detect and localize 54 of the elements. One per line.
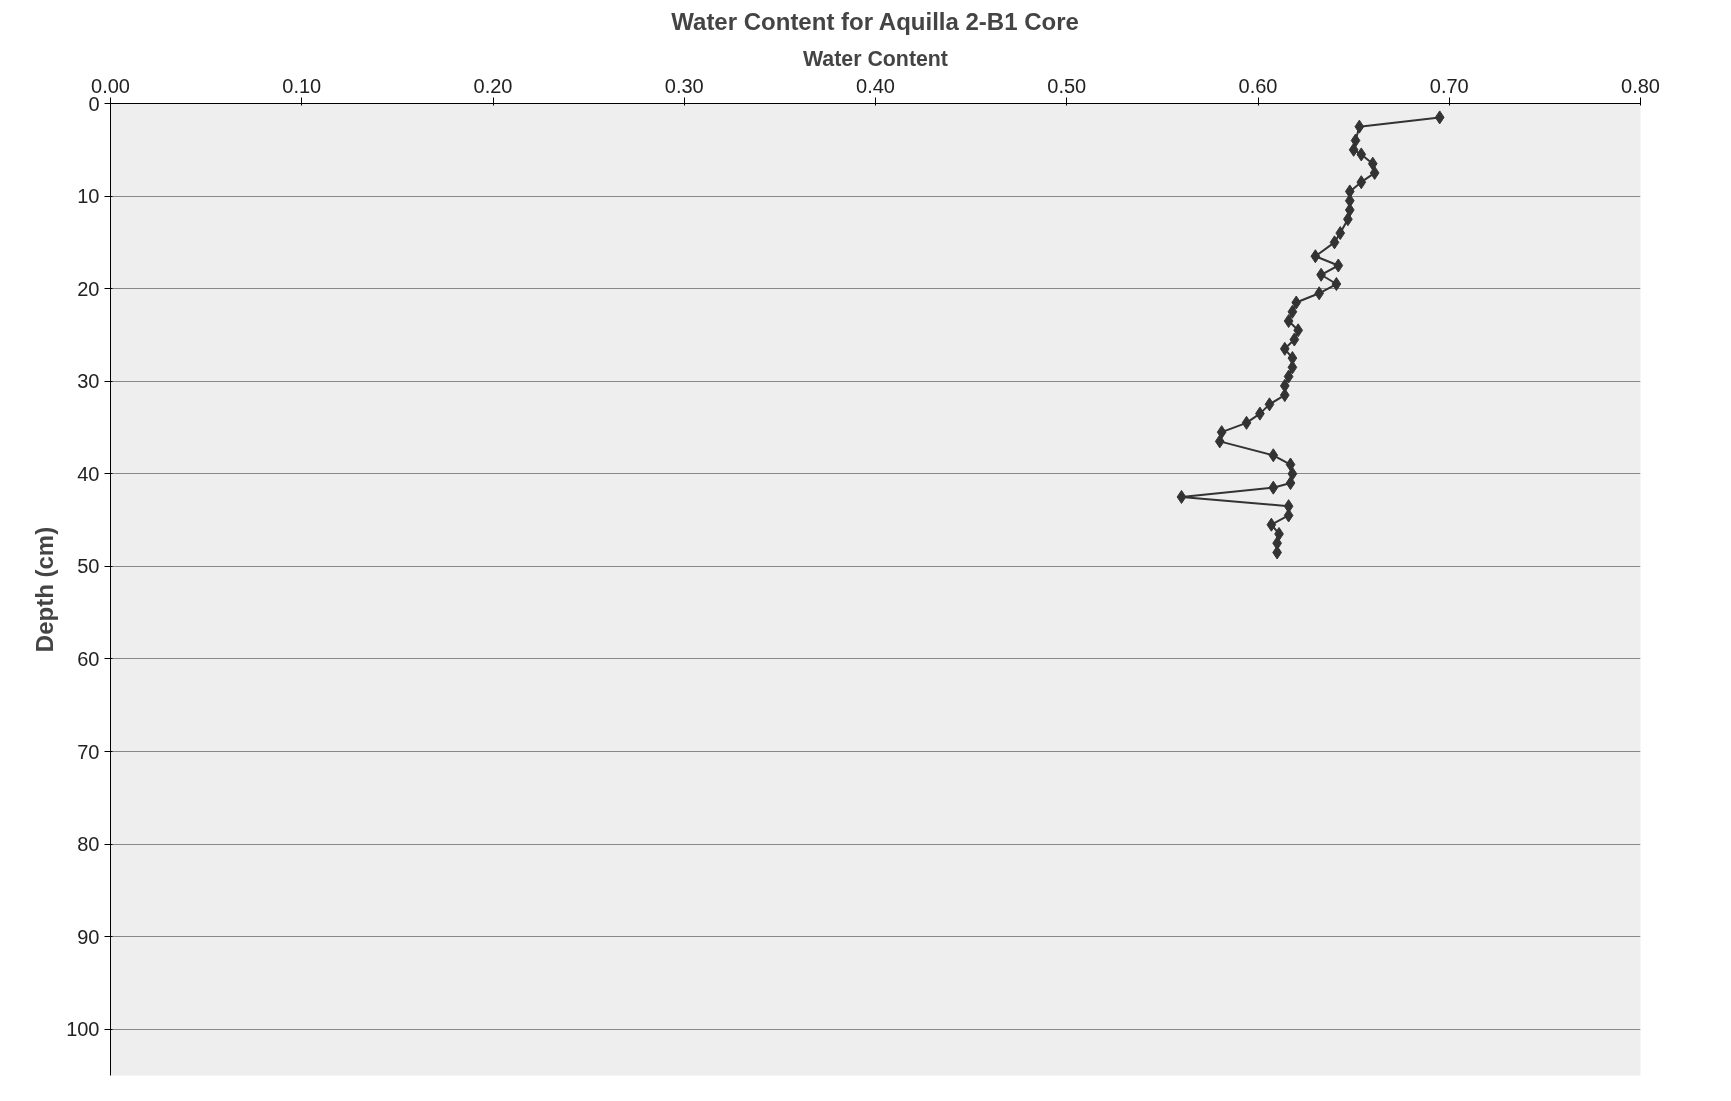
point [1287,304,1298,319]
point [1266,517,1277,532]
y-tick-label: 60 [77,647,100,670]
point [1176,489,1187,504]
point [1285,457,1296,472]
point [1287,360,1298,375]
point [1283,314,1294,329]
chart-title: Water Content for Aquilla 2-B1 Core [671,7,1079,35]
y-tick-label: 40 [77,462,100,485]
point [1214,434,1225,449]
point [1356,147,1367,162]
point [1279,388,1290,403]
point [1289,332,1300,347]
point [1241,415,1252,430]
point [1333,258,1344,273]
point [1335,226,1346,241]
point [1329,235,1340,250]
point [1287,466,1298,481]
point [1264,397,1275,412]
y-tick-label: 80 [77,833,100,856]
point [1283,369,1294,384]
point [1367,156,1378,171]
x-axis-title: Water Content [803,46,948,71]
x-tick-label: 0.80 [1621,74,1660,97]
point [1331,277,1342,292]
y-tick-label: 50 [77,555,100,578]
point [1348,142,1359,157]
y-axis-title: Depth (cm) [31,526,59,653]
x-tick-label: 0.50 [1047,74,1087,97]
point [1314,286,1325,301]
x-tick-label: 0.10 [282,74,322,97]
x-tick-label: 0.70 [1429,74,1469,97]
point [1350,133,1361,148]
point [1268,480,1279,495]
y-tick-label: 20 [77,277,100,300]
point [1310,249,1321,264]
x-tick-label: 0.60 [1238,74,1278,97]
point [1268,448,1279,463]
y-tick-label: 70 [77,740,100,763]
y-tick-label: 90 [77,925,100,948]
point [1279,341,1290,356]
x-tick-label: 0.30 [664,74,704,97]
point [1291,295,1302,310]
y-tick-label: 10 [77,185,100,208]
point [1354,119,1365,134]
y-tick-label: 30 [77,370,100,393]
point [1283,508,1294,523]
y-tick-label: 100 [66,1018,100,1041]
point [1369,165,1380,180]
x-tick-label: 0.20 [473,74,513,97]
point [1434,110,1445,125]
point [1285,476,1296,491]
point [1356,175,1367,190]
x-tick-label: 0.40 [856,74,895,97]
